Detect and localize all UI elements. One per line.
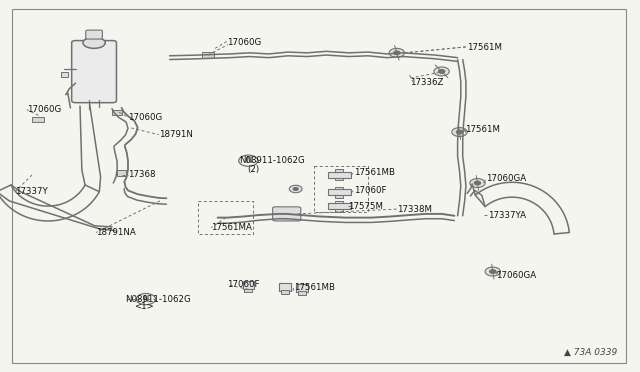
Text: ▲ 73A 0339: ▲ 73A 0339 (564, 348, 618, 357)
Circle shape (452, 128, 467, 137)
Bar (335, 201, 343, 203)
Text: N08911-1062G: N08911-1062G (239, 156, 305, 165)
Bar (335, 187, 343, 189)
Circle shape (389, 48, 404, 57)
Circle shape (490, 270, 496, 273)
Bar (328, 172, 351, 178)
Text: <1>: <1> (134, 302, 154, 311)
Text: 17338M: 17338M (397, 205, 432, 214)
Text: 17575M: 17575M (348, 202, 383, 211)
Text: 17060GA: 17060GA (496, 271, 536, 280)
Text: 17060F: 17060F (354, 186, 387, 195)
Bar (243, 281, 254, 289)
Circle shape (293, 187, 298, 190)
Circle shape (394, 51, 400, 55)
Circle shape (474, 181, 481, 185)
Circle shape (434, 67, 449, 76)
Text: N08911-1062G: N08911-1062G (125, 295, 191, 304)
Text: 17368: 17368 (128, 170, 156, 179)
Bar (298, 291, 306, 295)
FancyBboxPatch shape (72, 41, 116, 103)
Bar (335, 169, 343, 172)
Ellipse shape (83, 37, 105, 48)
Bar (328, 189, 351, 195)
Text: 17060F: 17060F (227, 280, 260, 289)
Text: N: N (143, 295, 149, 304)
Bar (335, 195, 343, 198)
Bar (281, 290, 289, 294)
Text: 17337Y: 17337Y (15, 187, 48, 196)
Circle shape (289, 185, 302, 193)
Text: 17060G: 17060G (27, 105, 61, 114)
Circle shape (438, 70, 445, 73)
FancyBboxPatch shape (273, 207, 301, 221)
Bar (279, 283, 291, 291)
Bar (335, 209, 343, 212)
Bar (335, 178, 343, 180)
Bar (244, 289, 252, 292)
Bar (296, 284, 308, 292)
Text: 17060G: 17060G (128, 113, 163, 122)
Bar (61, 72, 68, 77)
Circle shape (485, 267, 500, 276)
Bar (328, 203, 351, 209)
Text: 17060GA: 17060GA (486, 174, 527, 183)
Text: 17060G: 17060G (227, 38, 262, 46)
Text: 18791N: 18791N (159, 130, 193, 139)
Circle shape (456, 130, 463, 134)
Text: 17561MA: 17561MA (211, 223, 252, 232)
Text: 17561M: 17561M (465, 125, 500, 134)
Text: 17337YA: 17337YA (488, 211, 525, 219)
Text: 17336Z: 17336Z (410, 78, 443, 87)
Bar (202, 52, 214, 58)
Circle shape (470, 179, 485, 187)
Text: 17561MB: 17561MB (294, 283, 335, 292)
Text: 18791NA: 18791NA (96, 228, 136, 237)
Text: N: N (245, 156, 252, 165)
Bar (112, 110, 122, 115)
FancyBboxPatch shape (86, 30, 102, 39)
Text: (2): (2) (248, 165, 260, 174)
Text: 17561M: 17561M (467, 43, 502, 52)
Text: 17561MB: 17561MB (354, 169, 395, 177)
Bar (117, 170, 126, 176)
Bar (32, 117, 44, 122)
